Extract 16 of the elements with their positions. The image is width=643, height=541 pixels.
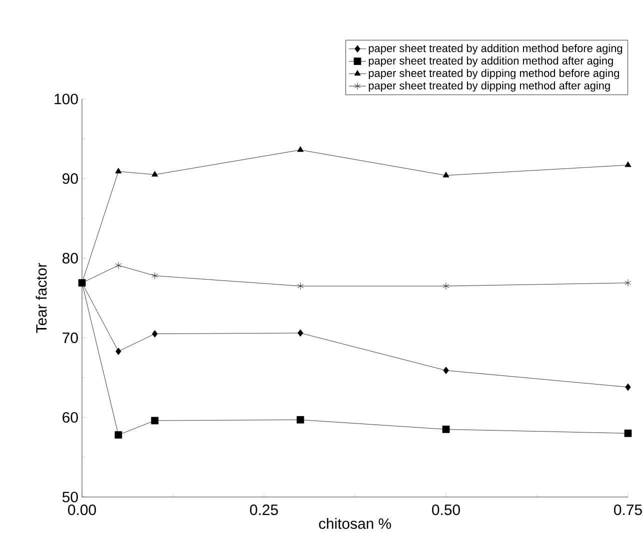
y-tick-label: 50 <box>62 492 78 502</box>
legend-label: paper sheet treated by dipping method after aging <box>368 81 610 92</box>
legend-label: paper sheet treated by addition method before aging <box>368 44 622 54</box>
y-axis-title: Tear factor <box>36 262 47 333</box>
y-tick-label: 80 <box>62 252 78 264</box>
x-tick-label: 0.75 <box>614 504 642 516</box>
x-axis-title: chitosan % <box>319 518 391 529</box>
legend-label: paper sheet treated by dipping method before aging <box>368 68 620 80</box>
x-tick-label: 0.50 <box>432 504 460 516</box>
y-tick-label: 100 <box>54 94 78 104</box>
y-tick-label: 70 <box>62 332 78 344</box>
legend-label: paper sheet treated by addition method after aging <box>368 56 613 67</box>
y-tick-label: 60 <box>62 412 78 423</box>
x-tick-label: 0.25 <box>250 504 278 516</box>
x-tick-label: 0.00 <box>68 504 96 516</box>
y-tick-label: 90 <box>62 173 78 184</box>
